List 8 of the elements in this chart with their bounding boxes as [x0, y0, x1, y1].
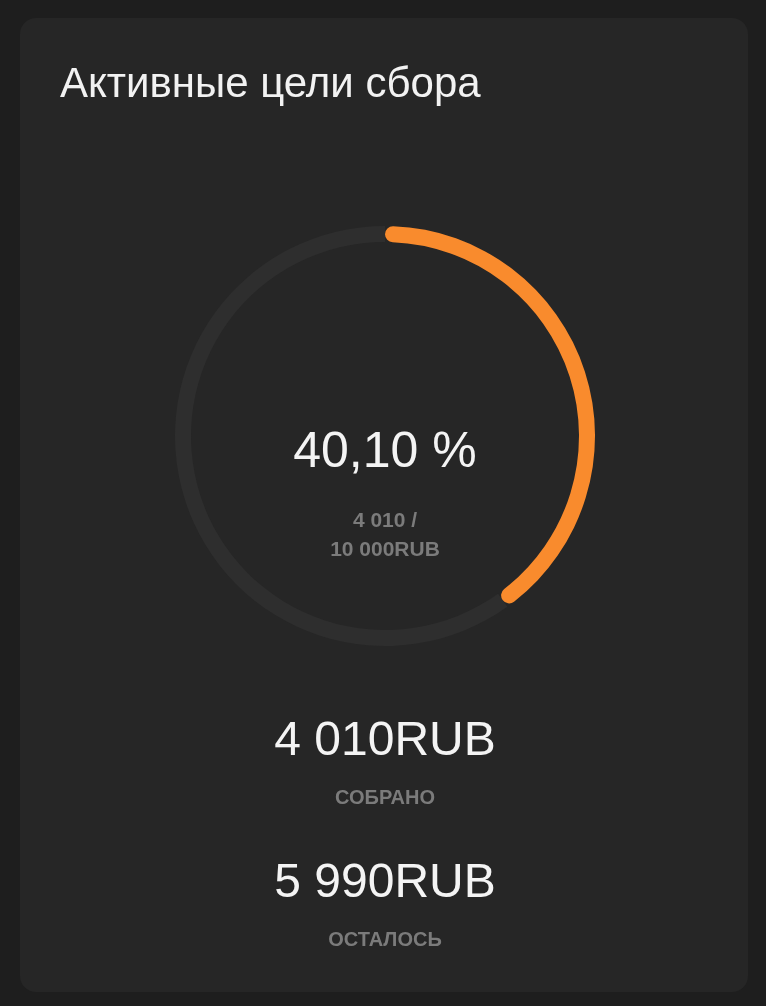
text: ОСТАЛОСЬ: [328, 928, 442, 950]
donut-slice: [175, 226, 508, 646]
chart-title: Активные цели сбора: [60, 59, 482, 106]
text: 40,10 %: [293, 422, 477, 478]
text: 4 010RUB: [274, 712, 496, 765]
text: 4 010 / 10 000RUB: [330, 508, 440, 560]
text: СОБРАНО: [335, 786, 435, 808]
text: 5 990RUB: [274, 854, 496, 907]
